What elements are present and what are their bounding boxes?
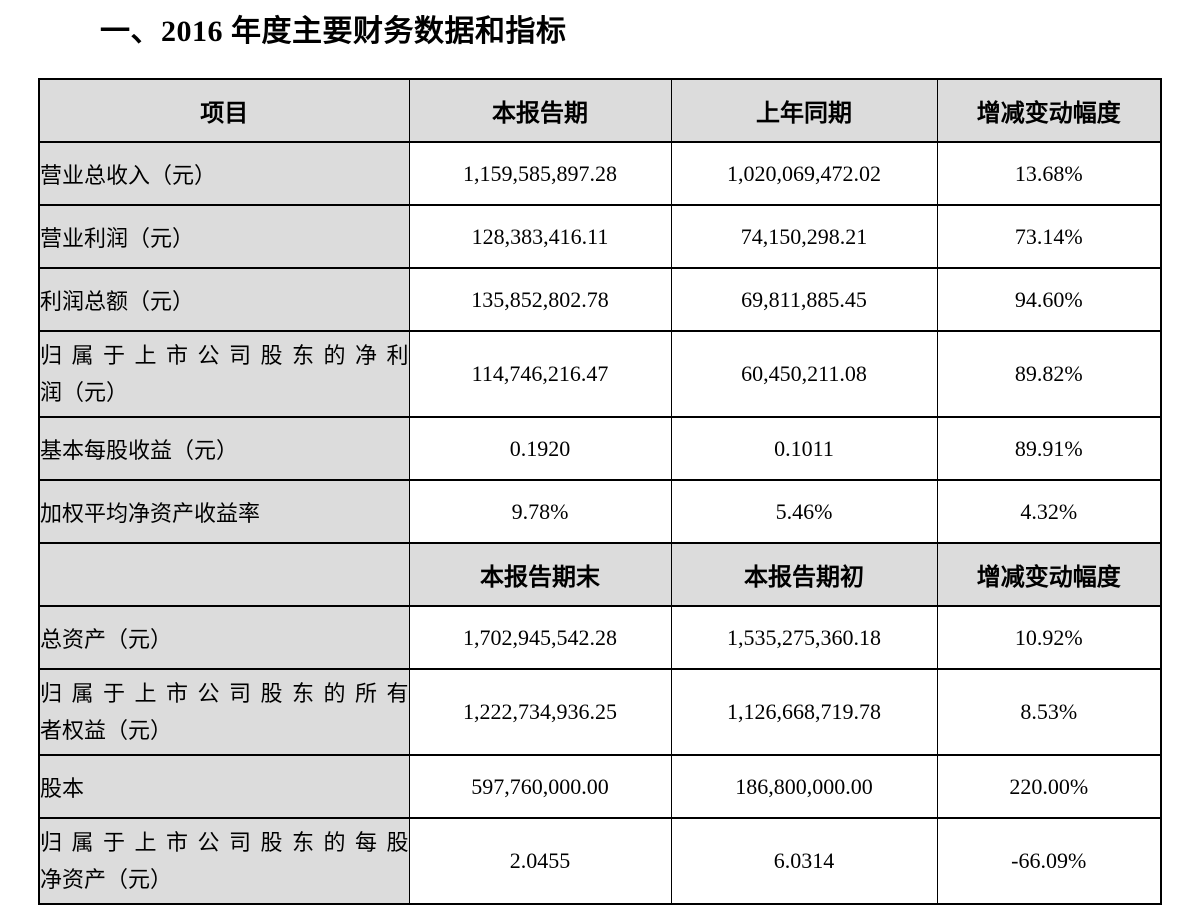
value-cell: 114,746,216.47 xyxy=(408,330,672,418)
item-label-cell: 利润总额（元） xyxy=(38,267,410,332)
item-label-line2: 者权益（元） xyxy=(40,718,173,743)
table-row: 总资产（元） 1,702,945,542.28 1,535,275,360.18… xyxy=(38,605,1162,670)
item-label-line1: 归属于上市公司股东的净利 xyxy=(40,343,409,368)
value-cell: 135,852,802.78 xyxy=(408,267,672,332)
item-label-line1: 归属于上市公司股东的每股 xyxy=(40,830,409,855)
value-cell: 13.68% xyxy=(936,141,1162,206)
value-cell: 10.92% xyxy=(936,605,1162,670)
item-label-cell: 股本 xyxy=(38,754,410,819)
item-label-cell: 营业总收入（元） xyxy=(38,141,410,206)
value-cell: 0.1920 xyxy=(408,416,672,481)
value-cell: 8.53% xyxy=(936,668,1162,756)
header-cell-current: 本报告期 xyxy=(408,78,672,143)
item-label-cell: 基本每股收益（元） xyxy=(38,416,410,481)
table-header-row: 项目 本报告期 上年同期 增减变动幅度 xyxy=(38,78,1162,143)
table-row: 加权平均净资产收益率 9.78% 5.46% 4.32% xyxy=(38,479,1162,544)
table-row: 基本每股收益（元） 0.1920 0.1011 89.91% xyxy=(38,416,1162,481)
value-cell: 69,811,885.45 xyxy=(670,267,938,332)
item-label-line2: 净资产（元） xyxy=(40,867,173,892)
item-label-line1: 归属于上市公司股东的所有 xyxy=(40,681,409,706)
table-row: 归属于上市公司股东的所有 者权益（元） 1,222,734,936.25 1,1… xyxy=(38,668,1162,756)
item-label-cell: 归属于上市公司股东的每股 净资产（元） xyxy=(38,817,410,905)
value-cell: 1,222,734,936.25 xyxy=(408,668,672,756)
value-cell: 73.14% xyxy=(936,204,1162,269)
header-cell-item: 项目 xyxy=(38,78,410,143)
item-label-cell: 总资产（元） xyxy=(38,605,410,670)
table-row: 归属于上市公司股东的净利 润（元） 114,746,216.47 60,450,… xyxy=(38,330,1162,418)
value-cell: 2.0455 xyxy=(408,817,672,905)
table-row: 营业利润（元） 128,383,416.11 74,150,298.21 73.… xyxy=(38,204,1162,269)
header-cell-prior: 上年同期 xyxy=(670,78,938,143)
value-cell: 186,800,000.00 xyxy=(670,754,938,819)
value-cell: 1,535,275,360.18 xyxy=(670,605,938,670)
value-cell: 9.78% xyxy=(408,479,672,544)
item-label-cell: 归属于上市公司股东的净利 润（元） xyxy=(38,330,410,418)
item-label-cell: 归属于上市公司股东的所有 者权益（元） xyxy=(38,668,410,756)
value-cell: 1,159,585,897.28 xyxy=(408,141,672,206)
table-row: 利润总额（元） 135,852,802.78 69,811,885.45 94.… xyxy=(38,267,1162,332)
table-header-row: 本报告期末 本报告期初 增减变动幅度 xyxy=(38,542,1162,607)
header-cell-item xyxy=(38,542,410,607)
header-cell-change: 增减变动幅度 xyxy=(936,542,1162,607)
header-cell-prior: 本报告期初 xyxy=(670,542,938,607)
table-row: 股本 597,760,000.00 186,800,000.00 220.00% xyxy=(38,754,1162,819)
header-cell-current: 本报告期末 xyxy=(408,542,672,607)
value-cell: 5.46% xyxy=(670,479,938,544)
value-cell: 220.00% xyxy=(936,754,1162,819)
value-cell: 89.82% xyxy=(936,330,1162,418)
table-row: 归属于上市公司股东的每股 净资产（元） 2.0455 6.0314 -66.09… xyxy=(38,817,1162,905)
value-cell: 60,450,211.08 xyxy=(670,330,938,418)
item-label-cell: 加权平均净资产收益率 xyxy=(38,479,410,544)
value-cell: 89.91% xyxy=(936,416,1162,481)
value-cell: 128,383,416.11 xyxy=(408,204,672,269)
value-cell: 1,126,668,719.78 xyxy=(670,668,938,756)
section-title: 一、2016 年度主要财务数据和指标 xyxy=(100,15,567,48)
value-cell: 1,020,069,472.02 xyxy=(670,141,938,206)
value-cell: 1,702,945,542.28 xyxy=(408,605,672,670)
item-label-cell: 营业利润（元） xyxy=(38,204,410,269)
value-cell: -66.09% xyxy=(936,817,1162,905)
value-cell: 0.1011 xyxy=(670,416,938,481)
value-cell: 597,760,000.00 xyxy=(408,754,672,819)
value-cell: 74,150,298.21 xyxy=(670,204,938,269)
table-row: 营业总收入（元） 1,159,585,897.28 1,020,069,472.… xyxy=(38,141,1162,206)
financial-indicators-table: 项目 本报告期 上年同期 增减变动幅度 营业总收入（元） 1,159,585,8… xyxy=(38,78,1162,905)
header-cell-change: 增减变动幅度 xyxy=(936,78,1162,143)
item-label-line2: 润（元） xyxy=(40,380,129,405)
value-cell: 94.60% xyxy=(936,267,1162,332)
value-cell: 4.32% xyxy=(936,479,1162,544)
value-cell: 6.0314 xyxy=(670,817,938,905)
